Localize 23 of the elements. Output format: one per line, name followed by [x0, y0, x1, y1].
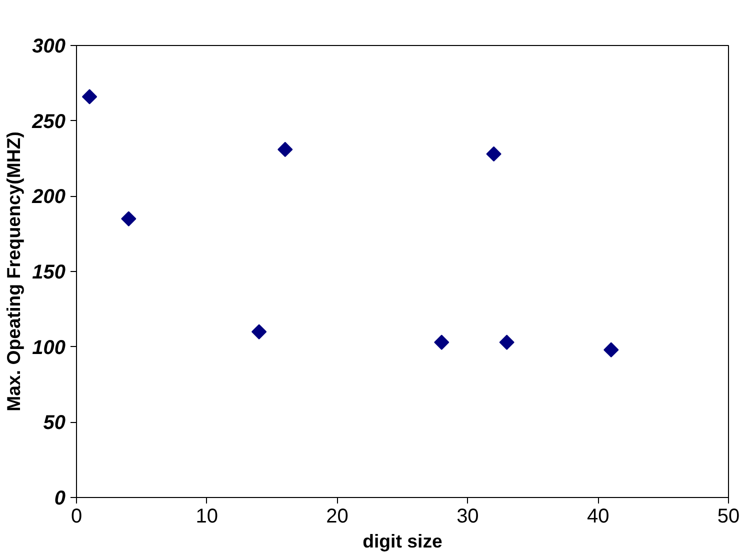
x-tick-label: 0: [70, 506, 82, 528]
y-tick-label: 300: [32, 36, 66, 58]
point: [278, 142, 293, 158]
y-tick-label: 100: [32, 336, 66, 359]
point: [82, 89, 98, 104]
y-axis-title: Max. Opeating Frequency(MHZ): [3, 132, 24, 412]
y-tick-label: 50: [43, 412, 66, 434]
x-tick-label: 30: [456, 506, 479, 528]
point: [604, 342, 619, 358]
y-tick-label: 250: [31, 110, 66, 133]
y-tick-label: 0: [54, 488, 66, 510]
x-tick-label: 10: [196, 506, 218, 528]
point: [251, 324, 267, 340]
point: [499, 334, 514, 350]
point: [486, 146, 502, 162]
y-tick-label: 200: [31, 186, 66, 208]
point: [434, 334, 450, 350]
point: [121, 211, 136, 226]
x-tick-label: 20: [326, 506, 348, 528]
x-axis-title: digit size: [362, 530, 442, 552]
x-tick-label: 50: [717, 506, 740, 528]
x-tick-label: 40: [586, 506, 610, 528]
y-tick-label: 150: [32, 262, 66, 284]
